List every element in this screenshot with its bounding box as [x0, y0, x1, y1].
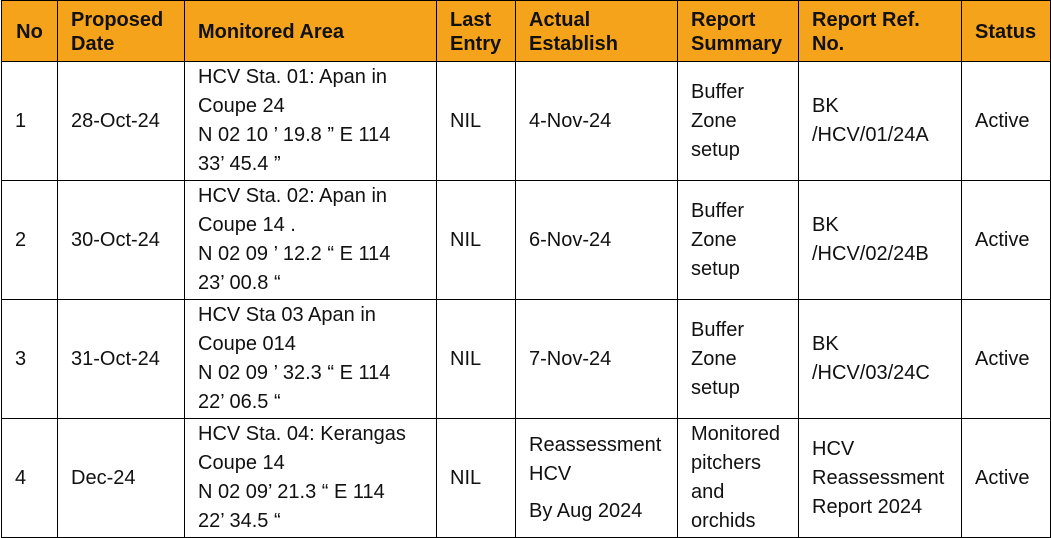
- col-header-report-summary: Report Summary: [677, 0, 799, 62]
- cell-monitored-area: HCV Sta. 02: Apan in Coupe 14 . N 02 09 …: [184, 180, 437, 300]
- cell-no: 4: [1, 418, 58, 538]
- cell-last-entry: NIL: [436, 299, 516, 419]
- cell-report-ref-no: BK /HCV/03/24C: [798, 299, 962, 419]
- cell-monitored-area: HCV Sta. 01: Apan in Coupe 24 N 02 10 ’ …: [184, 61, 437, 181]
- cell-status: Active: [961, 61, 1051, 181]
- cell-proposed-date: 31-Oct-24: [57, 299, 185, 419]
- cell-proposed-date: 30-Oct-24: [57, 180, 185, 300]
- cell-monitored-area: HCV Sta. 04: Kerangas Coupe 14 N 02 09’ …: [184, 418, 437, 538]
- col-header-monitored-area: Monitored Area: [184, 0, 437, 62]
- col-header-status: Status: [961, 0, 1051, 62]
- cell-report-ref-no: BK /HCV/01/24A: [798, 61, 962, 181]
- col-header-actual-establish: Actual Establish: [515, 0, 678, 62]
- table-row: 3 31-Oct-24 HCV Sta 03 Apan in Coupe 014…: [1, 299, 1051, 419]
- cell-actual-establish: 6-Nov-24: [515, 180, 678, 300]
- cell-last-entry: NIL: [436, 418, 516, 538]
- table-header-row: No Proposed Date Monitored Area Last Entry…: [1, 0, 1051, 62]
- cell-no: 1: [1, 61, 58, 181]
- table-row: 2 30-Oct-24 HCV Sta. 02: Apan in Coupe 1…: [1, 180, 1051, 300]
- table-row: 1 28-Oct-24 HCV Sta. 01: Apan in Coupe 2…: [1, 61, 1051, 181]
- cell-last-entry: NIL: [436, 61, 516, 181]
- cell-report-summary: Buffer Zone setup: [677, 61, 799, 181]
- cell-status: Active: [961, 299, 1051, 419]
- col-header-report-ref-no: Report Ref. No.: [798, 0, 962, 62]
- cell-no: 3: [1, 299, 58, 419]
- cell-status: Active: [961, 418, 1051, 538]
- cell-report-summary: Buffer Zone setup: [677, 299, 799, 419]
- cell-proposed-date: Dec-24: [57, 418, 185, 538]
- cell-report-ref-no: HCV Reassessment Report 2024: [798, 418, 962, 538]
- cell-status: Active: [961, 180, 1051, 300]
- table-row: 4 Dec-24 HCV Sta. 04: Kerangas Coupe 14 …: [1, 418, 1051, 538]
- cell-actual-establish: 7-Nov-24: [515, 299, 678, 419]
- cell-report-summary: Monitored pitchers and orchids: [677, 418, 799, 538]
- col-header-no: No: [1, 0, 58, 62]
- cell-last-entry: NIL: [436, 180, 516, 300]
- cell-report-summary: Buffer Zone setup: [677, 180, 799, 300]
- cell-monitored-area: HCV Sta 03 Apan in Coupe 014 N 02 09 ’ 3…: [184, 299, 437, 419]
- cell-actual-establish: 4-Nov-24: [515, 61, 678, 181]
- cell-report-ref-no: BK /HCV/02/24B: [798, 180, 962, 300]
- cell-no: 2: [1, 180, 58, 300]
- col-header-proposed-date: Proposed Date: [57, 0, 185, 62]
- col-header-last-entry: Last Entry: [436, 0, 516, 62]
- cell-proposed-date: 28-Oct-24: [57, 61, 185, 181]
- cell-actual-establish: Reassessment HCV By Aug 2024: [515, 418, 678, 538]
